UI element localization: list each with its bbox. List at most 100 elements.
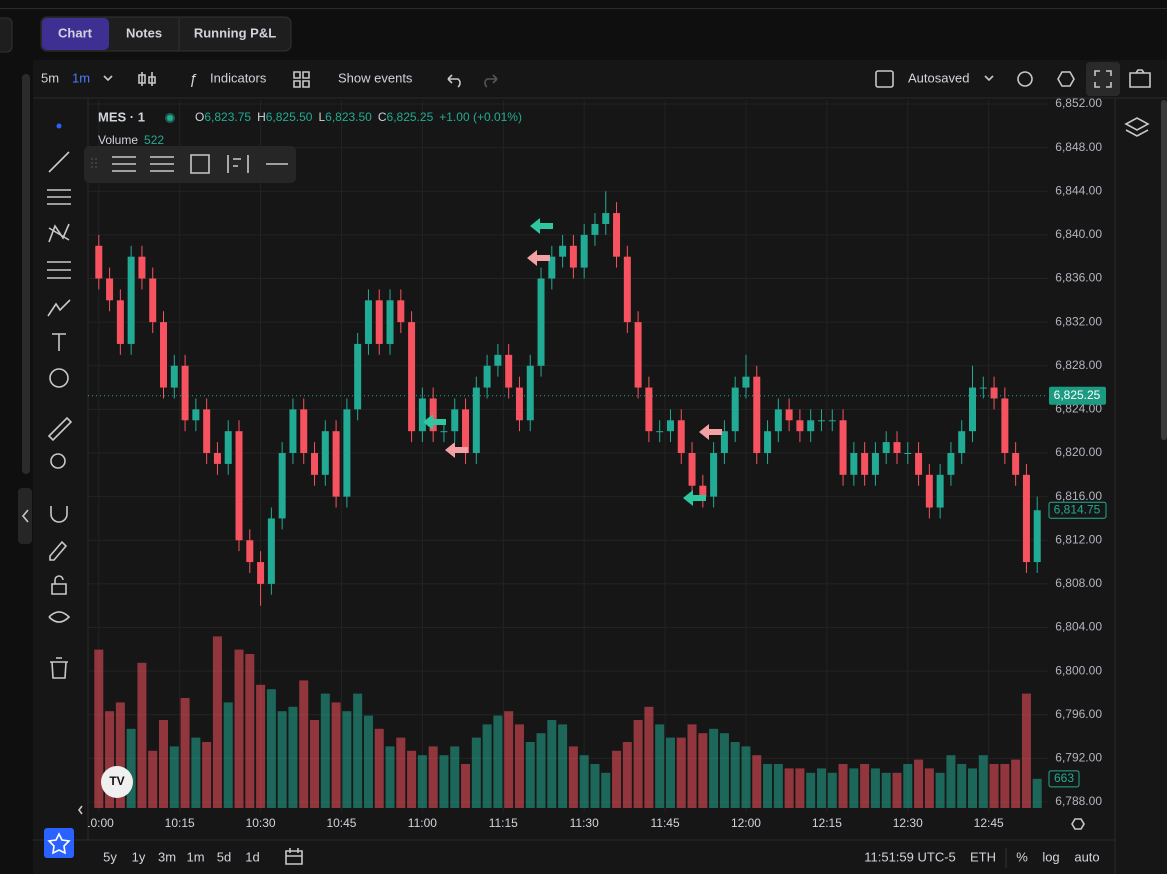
- log-toggle[interactable]: log: [1042, 849, 1059, 864]
- drag-handle[interactable]: [91, 158, 97, 170]
- date-range-icon[interactable]: [285, 848, 303, 865]
- text-icon[interactable]: [52, 333, 66, 351]
- magnet-icon[interactable]: [50, 506, 68, 523]
- checkbox[interactable]: [875, 70, 894, 88]
- drawing-toolbar-icons[interactable]: [112, 154, 288, 174]
- autosaved[interactable]: Autosaved: [908, 70, 969, 85]
- candle-body: [925, 474, 933, 508]
- session[interactable]: ETH: [970, 849, 996, 864]
- volume-bar: [504, 711, 514, 808]
- volume-bar: [514, 724, 524, 808]
- dropdown-icon[interactable]: [984, 75, 994, 82]
- volume-legend: Volume 522: [98, 133, 164, 147]
- range-button[interactable]: 1m: [186, 849, 204, 864]
- range-button[interactable]: 3m: [158, 849, 176, 864]
- symbol[interactable]: MES · 1: [98, 109, 145, 124]
- candle-body: [634, 322, 642, 388]
- emoji-icon[interactable]: [49, 368, 69, 388]
- undo-icon[interactable]: [447, 74, 461, 88]
- ruler-icon[interactable]: [47, 416, 73, 442]
- logo-mark[interactable]: TV: [109, 774, 124, 788]
- volume-bar: [212, 636, 222, 808]
- x-tick-label: 10:15: [165, 816, 195, 830]
- tab[interactable]: Running P&L: [194, 25, 276, 40]
- axis-settings-icon[interactable]: [1071, 818, 1085, 830]
- fx-icon[interactable]: ƒ: [189, 71, 197, 88]
- collapse-button[interactable]: [18, 488, 32, 544]
- volume-bar: [363, 715, 373, 808]
- scrollbar[interactable]: [22, 74, 30, 474]
- y-tick-label: 6,848.00: [1055, 140, 1102, 154]
- percent-toggle[interactable]: %: [1016, 849, 1028, 864]
- pattern-icon[interactable]: [48, 223, 70, 243]
- candle-body: [472, 387, 480, 453]
- fib-icon[interactable]: [47, 189, 71, 205]
- interval-active[interactable]: 1m: [72, 70, 90, 85]
- label: L: [318, 110, 325, 124]
- zoom-icon[interactable]: [50, 453, 66, 469]
- trash-icon[interactable]: [50, 657, 68, 679]
- alert-icon[interactable]: [1017, 71, 1033, 87]
- visibility-icon[interactable]: [48, 611, 71, 623]
- unlock-icon[interactable]: [51, 575, 67, 595]
- side-tab[interactable]: [0, 17, 13, 53]
- volume-bar: [137, 662, 147, 808]
- x-tick-label: 12:00: [731, 816, 761, 830]
- channel-icon[interactable]: [47, 261, 71, 279]
- candle-body: [645, 387, 653, 432]
- tab-active[interactable]: [42, 18, 109, 50]
- redo-icon: [484, 74, 498, 88]
- brush-icon[interactable]: [47, 299, 71, 317]
- tab[interactable]: Chart: [58, 25, 93, 40]
- candle-body: [257, 562, 265, 584]
- collapse-icon[interactable]: [21, 509, 29, 523]
- volume-bar: [558, 724, 568, 808]
- candle-body: [354, 343, 362, 410]
- volume-bar: [547, 720, 557, 808]
- cursor-icon[interactable]: [56, 123, 62, 129]
- range-button[interactable]: 1d: [245, 849, 259, 864]
- volume-bar: [924, 768, 934, 808]
- settings-icon[interactable]: [1057, 71, 1075, 87]
- interval[interactable]: 5m: [41, 70, 59, 85]
- camera-icon[interactable]: [1129, 69, 1151, 88]
- volume-tag: [1048, 770, 1080, 788]
- volume-bar: [461, 764, 471, 808]
- clock: 11:51:59 UTC-5: [864, 849, 956, 864]
- candle-body: [559, 245, 567, 257]
- candle-body: [321, 431, 329, 475]
- auto-toggle[interactable]: auto: [1074, 849, 1099, 864]
- scroll-left[interactable]: [78, 805, 83, 815]
- volume-bar: [741, 746, 751, 808]
- favorites-button[interactable]: [44, 828, 74, 858]
- volume-bar: [1011, 759, 1021, 808]
- candle-body: [753, 376, 761, 453]
- range-button[interactable]: 1y: [132, 849, 146, 864]
- indicators-button[interactable]: Indicators: [210, 70, 267, 85]
- layout-icon[interactable]: [293, 71, 310, 88]
- range-button[interactable]: 5d: [217, 849, 231, 864]
- volume-bar: [310, 720, 320, 808]
- show-events-button[interactable]: Show events: [338, 70, 413, 85]
- layers-icon[interactable]: [1124, 117, 1150, 137]
- tab[interactable]: Notes: [126, 25, 162, 40]
- fullscreen-icon[interactable]: [1094, 70, 1112, 88]
- candle-body: [785, 409, 793, 421]
- range-button[interactable]: 5y: [103, 849, 117, 864]
- volume-bar: [148, 750, 158, 808]
- chart-type-icon[interactable]: [138, 72, 156, 86]
- scrollbar[interactable]: [1161, 100, 1167, 440]
- dropdown-icon[interactable]: [103, 75, 113, 82]
- volume-bar: [94, 649, 104, 808]
- fullscreen-bg[interactable]: [1086, 62, 1120, 96]
- candle-body: [666, 420, 674, 432]
- trendline-icon[interactable]: [48, 151, 70, 173]
- volume-bar: [881, 772, 891, 808]
- volume-bar: [471, 737, 481, 808]
- volume-bar: [1021, 693, 1031, 808]
- logo[interactable]: [101, 766, 133, 798]
- lock-draw-icon[interactable]: [49, 540, 68, 561]
- star-icon[interactable]: [47, 832, 71, 855]
- volume-bar: [601, 772, 611, 808]
